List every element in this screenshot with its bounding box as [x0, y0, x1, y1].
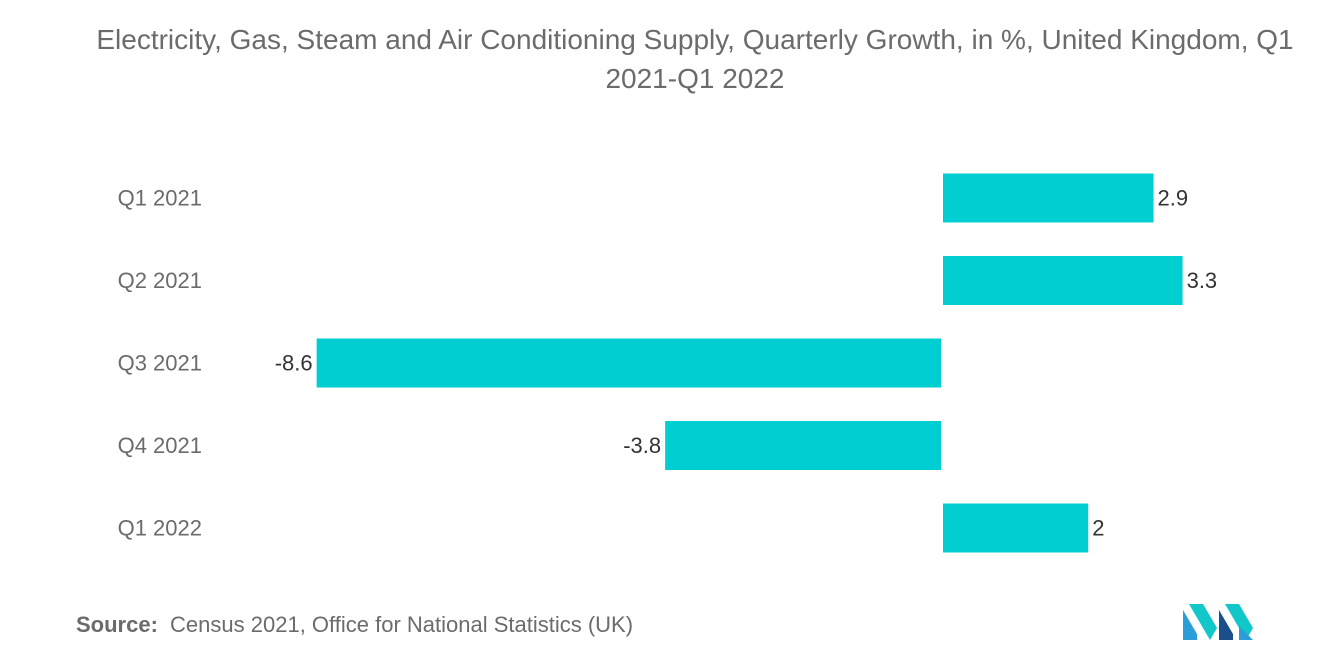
chart-title: Electricity, Gas, Steam and Air Conditio… — [96, 24, 1294, 94]
category-label: Q4 2021 — [118, 433, 202, 458]
value-label: 3.3 — [1187, 268, 1218, 293]
value-label: -3.8 — [623, 433, 661, 458]
category-label: Q3 2021 — [118, 351, 202, 376]
value-label: 2 — [1092, 516, 1104, 541]
bar — [943, 173, 1154, 223]
source-text: Census 2021, Office for National Statist… — [170, 612, 634, 637]
value-label: 2.9 — [1158, 186, 1189, 211]
category-label: Q2 2021 — [118, 268, 202, 293]
source-line: Source: Census 2021, Office for National… — [76, 612, 633, 638]
category-label: Q1 2022 — [118, 516, 202, 541]
value-label: -8.6 — [275, 351, 313, 376]
bar — [943, 256, 1183, 305]
bar-chart: Q1 2021 2.9 Q2 2021 3.3 Q3 2021 -8.6 Q4 2021 -3… — [118, 173, 1218, 553]
mordor-intelligence-logo-icon — [1183, 604, 1253, 640]
bar — [316, 338, 941, 388]
bar — [665, 421, 941, 470]
category-label: Q1 2021 — [118, 186, 202, 211]
bar — [943, 503, 1089, 553]
source-label: Source: — [76, 612, 158, 637]
